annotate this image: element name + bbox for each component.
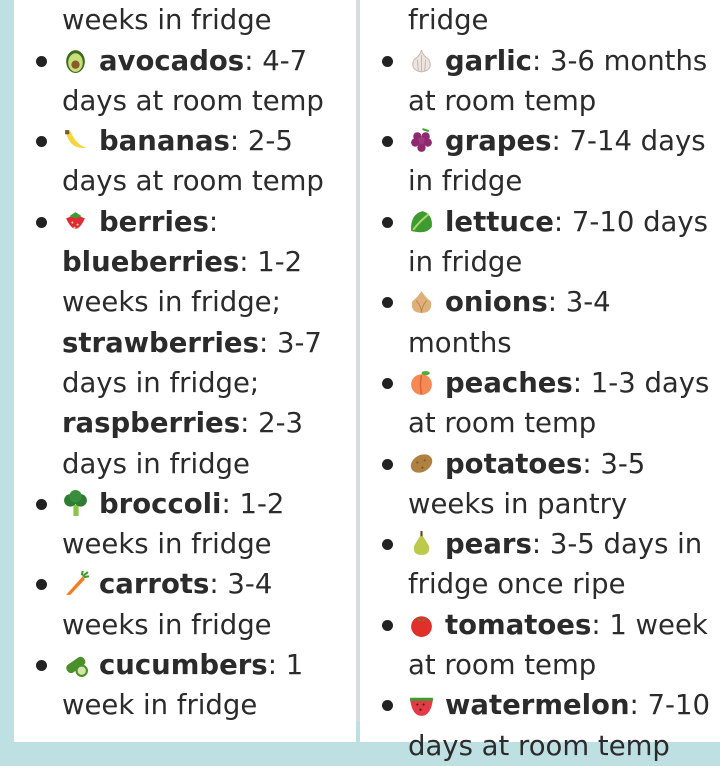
- bullet: [36, 660, 47, 672]
- pear-icon: [408, 528, 435, 556]
- item-name: carrots: [99, 568, 210, 601]
- bullet: [382, 619, 393, 631]
- list-item: lettuce: 7-10 days in fridge: [360, 202, 720, 283]
- list-item: tomatoes: 1 week at room temp: [360, 605, 720, 686]
- item-name: watermelon: [445, 689, 630, 722]
- tomato-icon: [408, 609, 435, 637]
- item-name: tomatoes: [445, 608, 592, 641]
- item-name: raspberries: [62, 407, 241, 440]
- bullet: [382, 55, 393, 67]
- item-name: berries: [99, 205, 209, 238]
- item-detail: : 3-4 weeks in fridge: [62, 568, 273, 641]
- item-detail: : 3-4 months: [408, 286, 611, 359]
- item-name: onions: [445, 286, 548, 319]
- column-divider: [356, 0, 360, 722]
- list-item: corn: 1-3 days in fridge: [360, 0, 720, 41]
- lettuce-icon: [408, 206, 435, 233]
- broccoli-icon: [62, 488, 89, 516]
- strawberry-icon: [62, 206, 89, 233]
- onion-icon: [408, 286, 435, 314]
- list-item: broccoli: 1-2 weeks in fridge: [14, 484, 356, 565]
- list-item: peaches: 1-3 days at room temp: [360, 363, 720, 444]
- item-name: strawberries: [62, 326, 259, 359]
- bullet: [382, 539, 393, 551]
- item-name: lettuce: [445, 205, 554, 238]
- item-detail: : 3-6 months at room temp: [408, 44, 708, 117]
- list-item: onions: 3-4 months: [360, 282, 720, 363]
- item-detail: : 1-2 weeks in fridge: [62, 487, 285, 561]
- item-detail: : 1-3 days at room temp: [408, 366, 710, 440]
- bullet: [36, 216, 47, 228]
- list-item: garlic: 3-6 months at room temp: [360, 41, 720, 122]
- list-item: avocados: 4-7 days at room temp: [14, 41, 356, 122]
- item-name: blueberries: [62, 246, 240, 279]
- bullet: [382, 216, 393, 228]
- item-name: garlic: [445, 44, 532, 77]
- bullet: [382, 458, 393, 470]
- list-item: grapes: 7-14 days in fridge: [360, 121, 720, 202]
- list-item: apples: 4-6 weeks in fridge: [14, 0, 356, 41]
- list-item: potatoes: 3-5 weeks in pantry: [360, 444, 720, 525]
- item-detail: : 1 week at room temp: [408, 608, 708, 682]
- item-detail: : 4-6 weeks in fridge: [62, 4, 272, 37]
- bullet: [382, 377, 393, 389]
- list-item: watermelon: 7-10 days at room temp: [360, 685, 720, 766]
- avocado-icon: [62, 45, 89, 73]
- bullet: [36, 136, 47, 148]
- item-detail: : 3-7 days in fridge;: [62, 326, 322, 399]
- item-name: pears: [445, 528, 532, 561]
- list-item: bananas: 2-5 days at room temp: [14, 121, 356, 202]
- item-name: avocados: [99, 44, 245, 77]
- cucumber-icon: [62, 649, 89, 678]
- item-detail: : 3-5 days in fridge once ripe: [408, 528, 703, 601]
- item-name: bananas: [99, 125, 230, 158]
- bullet: [36, 579, 47, 591]
- peach-icon: [408, 367, 435, 395]
- bullet: [382, 136, 393, 148]
- item-detail: : 1 week in fridge: [62, 649, 304, 722]
- item-name: cucumbers: [99, 649, 268, 682]
- list-item: carrots: 3-4 weeks in fridge: [14, 564, 356, 645]
- item-name: potatoes: [445, 447, 583, 480]
- item-detail: :: [208, 205, 219, 238]
- grapes-icon: [408, 125, 435, 153]
- bullet: [36, 55, 47, 67]
- list-item: pears: 3-5 days in fridge once ripe: [360, 524, 720, 605]
- item-detail: : 2-5 days at room temp: [62, 125, 324, 198]
- list-item: berries: blueberries: 1-2 weeks in fridge…: [14, 202, 356, 484]
- bullet: [36, 498, 47, 510]
- watermelon-icon: [408, 689, 435, 717]
- banana-icon: [62, 125, 89, 152]
- item-detail: : 7-14 days in fridge: [408, 125, 706, 198]
- item-detail: : 4-7 days at room temp: [62, 44, 324, 117]
- item-detail: : 3-5 weeks in pantry: [408, 447, 646, 520]
- item-detail: : 2-3 days in fridge: [62, 407, 304, 480]
- item-detail: : 7-10 days in fridge: [408, 205, 708, 279]
- bullet: [382, 297, 393, 309]
- item-detail: : 1-2 weeks in fridge;: [62, 246, 303, 319]
- carrot-icon: [62, 568, 90, 596]
- item-detail: : 1-3 days in fridge: [408, 4, 489, 37]
- bullet: [382, 700, 393, 712]
- item-name: peaches: [445, 366, 573, 399]
- item-name: grapes: [445, 125, 552, 158]
- list-item: cucumbers: 1 week in fridge: [14, 645, 356, 726]
- garlic-icon: [408, 45, 435, 73]
- potato-icon: [408, 448, 435, 475]
- item-name: broccoli: [99, 487, 222, 520]
